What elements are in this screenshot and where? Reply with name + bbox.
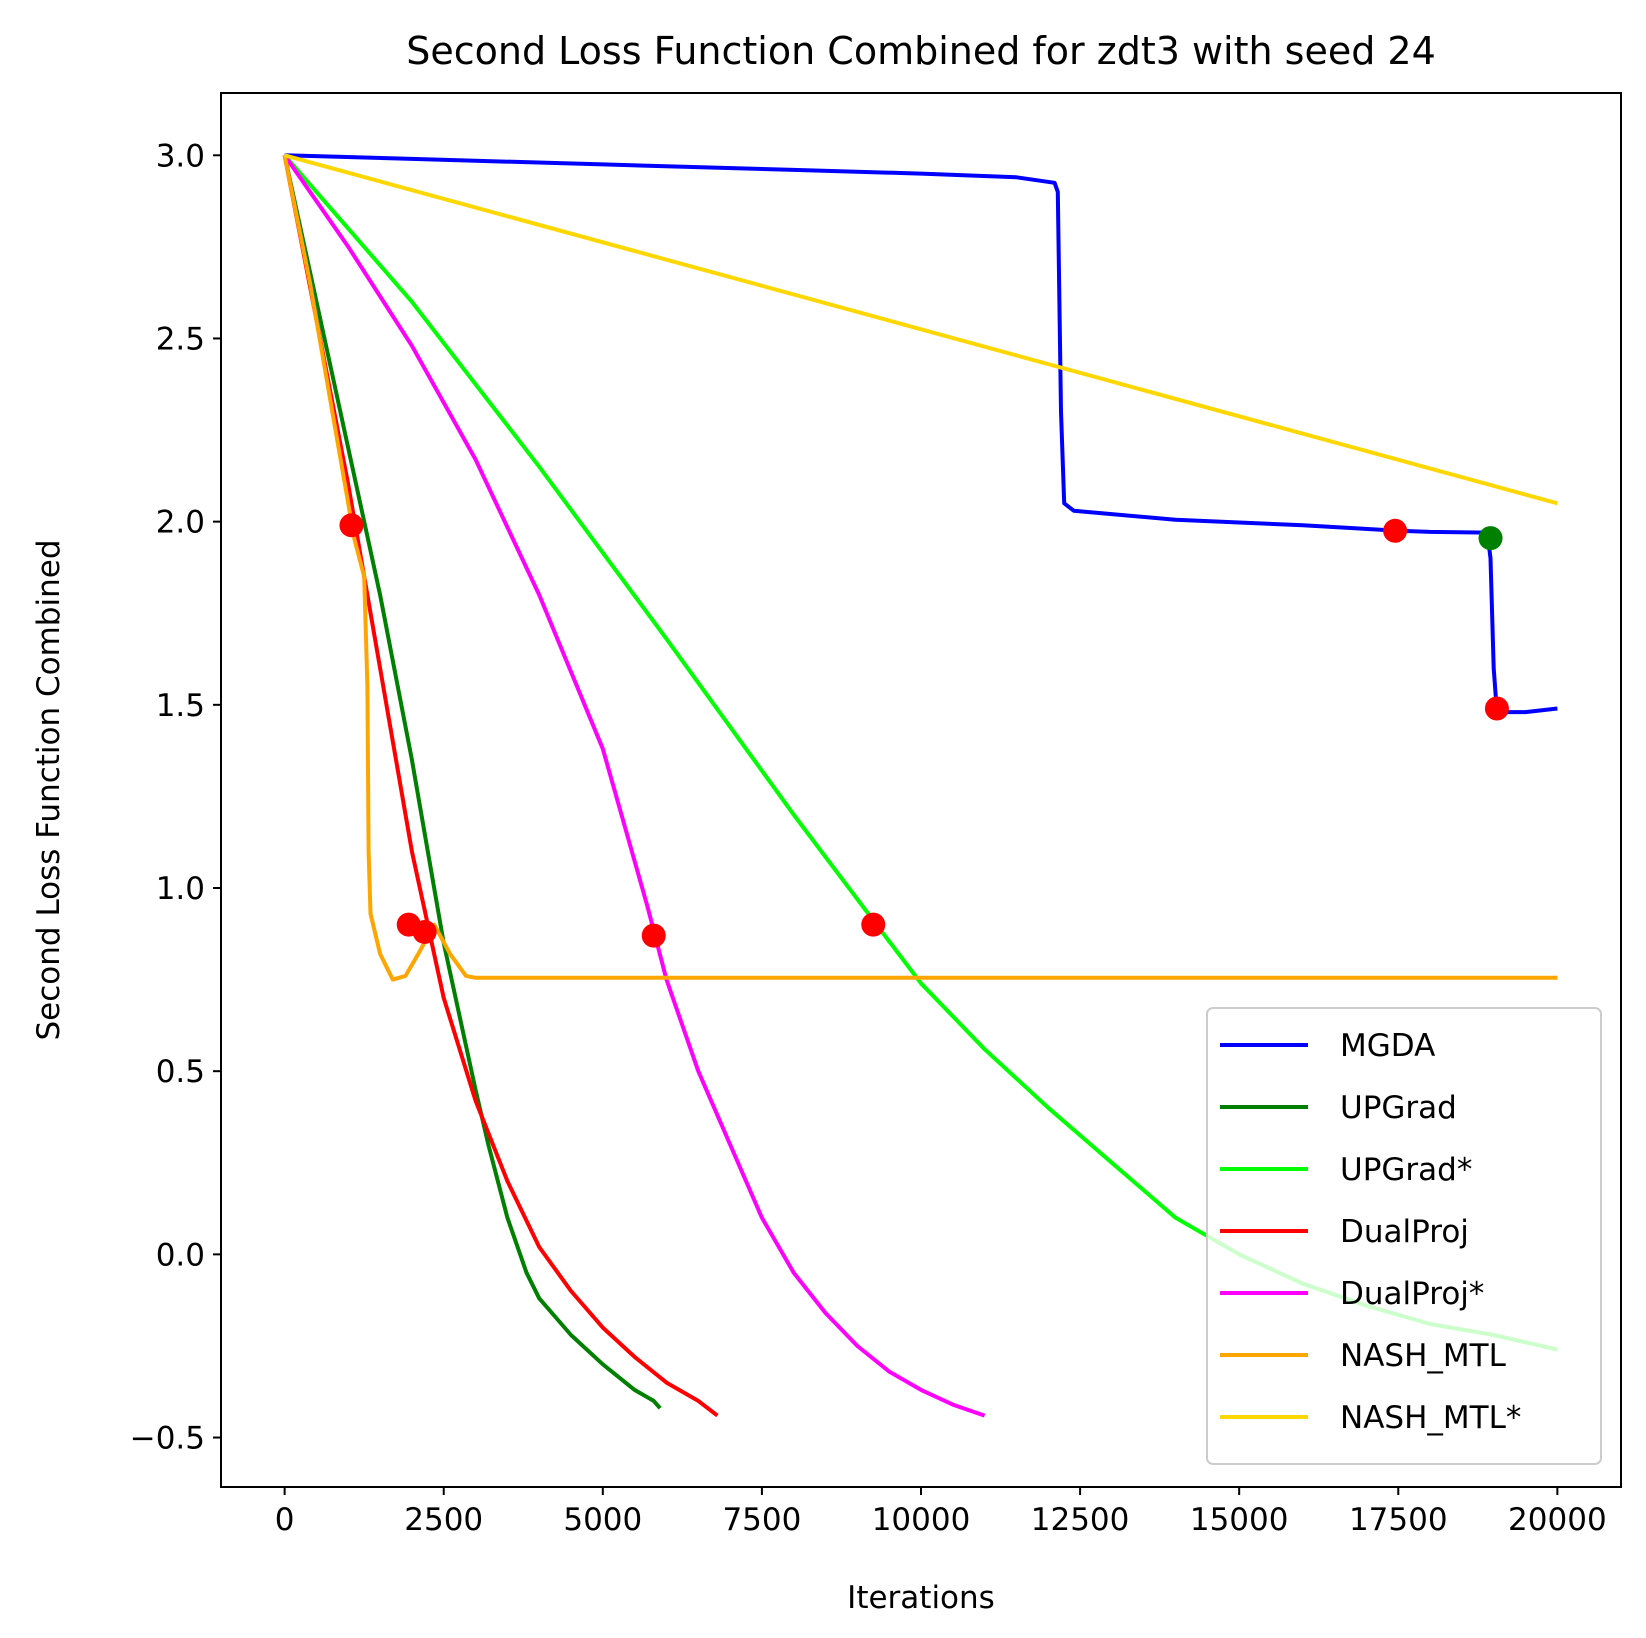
y-tick-label: 2.0 [156,505,205,541]
legend-box [1206,1007,1602,1465]
series-line-nash-mtl [282,154,1558,982]
series-line-mgda [284,153,1558,715]
x-tick-label: 15000 [1190,1502,1289,1538]
series-line-upgrad [282,154,662,1410]
legend-label: DualProj [1340,1214,1469,1250]
legend-label: NASH_MTL* [1340,1400,1521,1436]
y-tick-label: 0.5 [156,1054,205,1090]
x-tick-label: 10000 [872,1502,971,1538]
legend-label: DualProj* [1340,1276,1484,1312]
x-tick-label: 12500 [1031,1502,1130,1538]
marker-layer [339,513,1509,948]
chart-title: Second Loss Function Combined for zdt3 w… [406,29,1436,73]
x-tick-label: 20000 [1508,1502,1607,1538]
y-tick-label: 2.5 [156,321,205,357]
x-tick-label: 5000 [563,1502,642,1538]
marker-point-8 [1484,696,1509,721]
marker-point-7 [1478,526,1503,551]
y-tick-label: 1.5 [156,688,205,724]
x-tick-label: 17500 [1349,1502,1448,1538]
y-tick-label: 0.0 [156,1237,205,1273]
series-line-dualproj- [282,154,986,1418]
y-tick-label: 3.0 [156,138,205,174]
x-tick-label: 7500 [722,1502,801,1538]
y-tick-label: −0.5 [130,1421,205,1457]
x-tick-label: 2500 [404,1502,483,1538]
legend-label: NASH_MTL [1340,1338,1507,1374]
series-layer [282,153,1558,1418]
legend: MGDA UPGrad UPGrad* DualProj DualProj* NASH_M… [1206,1007,1602,1465]
legend-label: UPGrad [1340,1090,1457,1126]
y-axis-ticks: −0.5 0.0 0.5 1.0 1.5 2.0 2.5 3.0 [130,138,221,1457]
marker-point-3 [412,919,437,944]
y-axis-label: Second Loss Function Combined [31,540,67,1041]
legend-label: UPGrad* [1340,1152,1472,1188]
x-axis-ticks: 0 2500 5000 7500 10000 12500 15000 17500 20000 [275,1487,1607,1538]
marker-point-4 [641,923,666,948]
x-axis-label: Iterations [847,1580,995,1616]
series-line-nash-mtl- [284,153,1558,506]
marker-point-1 [339,513,364,538]
marker-point-6 [1383,518,1408,543]
legend-label: MGDA [1340,1028,1435,1064]
series-line-dualproj [282,154,719,1418]
y-tick-label: 1.0 [156,871,205,907]
x-tick-label: 0 [275,1502,295,1538]
marker-point-5 [861,912,886,937]
